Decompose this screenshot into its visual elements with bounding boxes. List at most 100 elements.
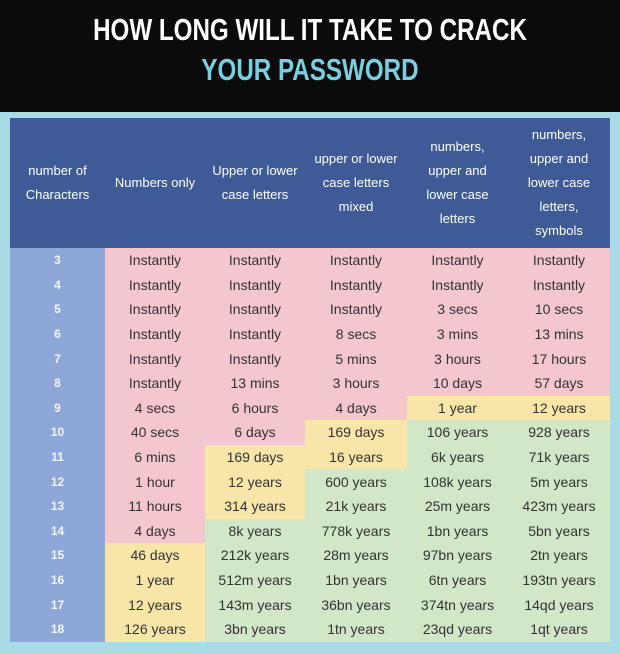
- crack-time: Instantly: [305, 272, 407, 298]
- column-header: Numbers only: [105, 118, 205, 248]
- crack-time: 423m years: [508, 493, 610, 519]
- crack-time: Instantly: [105, 346, 205, 371]
- crack-time: 12 years: [508, 395, 610, 421]
- table-row: 15 46 days 212k years 28m years 97bn years 2t…: [10, 543, 610, 568]
- crack-time: 16 years: [305, 444, 407, 470]
- crack-time: 25m years: [407, 493, 508, 519]
- crack-time: 5 mins: [305, 346, 407, 371]
- table-row: 12 1 hour 12 years 600 years 108k years 5m ye…: [10, 469, 610, 494]
- crack-time: 6 days: [205, 420, 305, 445]
- character-count: 3: [10, 248, 105, 273]
- crack-time: 193tn years: [508, 567, 610, 593]
- crack-time: 40 secs: [105, 420, 205, 445]
- character-count: 9: [10, 395, 105, 421]
- crack-time: 6k years: [407, 444, 508, 470]
- table-row: 10 40 secs 6 days 169 days 106 years 928 year…: [10, 420, 610, 445]
- crack-time: 108k years: [407, 469, 508, 494]
- crack-time: 57 days: [508, 370, 610, 396]
- crack-time: 12 years: [105, 592, 205, 617]
- table-row: 5 Instantly Instantly Instantly 3 secs 10 sec…: [10, 297, 610, 322]
- crack-time: 11 hours: [105, 493, 205, 519]
- crack-time: Instantly: [105, 297, 205, 322]
- crack-time: Instantly: [508, 272, 610, 298]
- crack-time: 1qt years: [508, 616, 610, 642]
- crack-time: Instantly: [407, 272, 508, 298]
- crack-time: Instantly: [305, 297, 407, 322]
- crack-time-table: number of Characters Numbers only Upper or…: [10, 118, 610, 642]
- crack-time: 6 hours: [205, 395, 305, 421]
- crack-time: 17 hours: [508, 346, 610, 371]
- crack-time: 600 years: [305, 469, 407, 494]
- crack-time: 8 secs: [305, 321, 407, 347]
- character-count: 13: [10, 493, 105, 519]
- crack-time: 13 mins: [205, 370, 305, 396]
- character-count: 14: [10, 518, 105, 544]
- crack-time: 106 years: [407, 420, 508, 445]
- crack-time: 928 years: [508, 420, 610, 445]
- crack-time: 4 days: [305, 395, 407, 421]
- crack-time: 6 mins: [105, 444, 205, 470]
- character-count: 4: [10, 272, 105, 298]
- title: HOW LONG WILL IT TAKE TO CRACK: [93, 12, 527, 47]
- crack-time: 10 secs: [508, 297, 610, 322]
- crack-time: Instantly: [205, 248, 305, 273]
- table-row: 14 4 days 8k years 778k years 1bn years 5bn y…: [10, 518, 610, 544]
- crack-time: 2tn years: [508, 543, 610, 568]
- character-count: 7: [10, 346, 105, 371]
- crack-time: Instantly: [205, 321, 305, 347]
- crack-time: 97bn years: [407, 543, 508, 568]
- crack-time: Instantly: [205, 272, 305, 298]
- table-row: 13 11 hours 314 years 21k years 25m years 423…: [10, 493, 610, 519]
- crack-time: 3 secs: [407, 297, 508, 322]
- crack-time: 6tn years: [407, 567, 508, 593]
- crack-time: 778k years: [305, 518, 407, 544]
- crack-time: 1 year: [407, 395, 508, 421]
- crack-time: 143m years: [205, 592, 305, 617]
- crack-time: 3 mins: [407, 321, 508, 347]
- crack-time: 169 days: [205, 444, 305, 470]
- table-row: 4 Instantly Instantly Instantly Instantly Ins…: [10, 272, 610, 298]
- column-header: numbers, upper and lower case letters: [407, 118, 508, 248]
- crack-time: Instantly: [407, 248, 508, 273]
- table-body: 3 Instantly Instantly Instantly Instantly Ins…: [10, 248, 610, 642]
- crack-time: 5bn years: [508, 518, 610, 544]
- crack-time: 36bn years: [305, 592, 407, 617]
- crack-time: 212k years: [205, 543, 305, 568]
- character-count: 17: [10, 592, 105, 617]
- crack-time: Instantly: [105, 370, 205, 396]
- character-count: 12: [10, 469, 105, 494]
- crack-time: 3bn years: [205, 616, 305, 642]
- crack-time: 314 years: [205, 493, 305, 519]
- subtitle: YOUR PASSWORD: [201, 52, 419, 87]
- crack-time: 1 year: [105, 567, 205, 593]
- character-count: 10: [10, 420, 105, 445]
- crack-time: 46 days: [105, 543, 205, 568]
- crack-time: Instantly: [105, 272, 205, 298]
- crack-time: Instantly: [305, 248, 407, 273]
- crack-time: 12 years: [205, 469, 305, 494]
- crack-time: 3 hours: [305, 370, 407, 396]
- crack-time: Instantly: [205, 297, 305, 322]
- crack-time: 23qd years: [407, 616, 508, 642]
- crack-time: 169 days: [305, 420, 407, 445]
- column-header: Upper or lower case letters: [205, 118, 305, 248]
- column-header: numbers, upper and lower case letters, s…: [508, 118, 610, 248]
- crack-time: 10 days: [407, 370, 508, 396]
- crack-time: 8k years: [205, 518, 305, 544]
- header: HOW LONG WILL IT TAKE TO CRACK YOUR PASS…: [0, 0, 620, 112]
- character-count: 8: [10, 370, 105, 396]
- crack-time: 71k years: [508, 444, 610, 470]
- crack-time: 3 hours: [407, 346, 508, 371]
- crack-time: 1 hour: [105, 469, 205, 494]
- crack-time: 4 secs: [105, 395, 205, 421]
- header-row: number of Characters Numbers only Upper or…: [10, 118, 610, 248]
- crack-time: 13 mins: [508, 321, 610, 347]
- crack-time: 21k years: [305, 493, 407, 519]
- column-header: number of Characters: [10, 118, 105, 248]
- crack-time: Instantly: [105, 248, 205, 273]
- character-count: 5: [10, 297, 105, 322]
- character-count: 6: [10, 321, 105, 347]
- crack-time: 374tn years: [407, 592, 508, 617]
